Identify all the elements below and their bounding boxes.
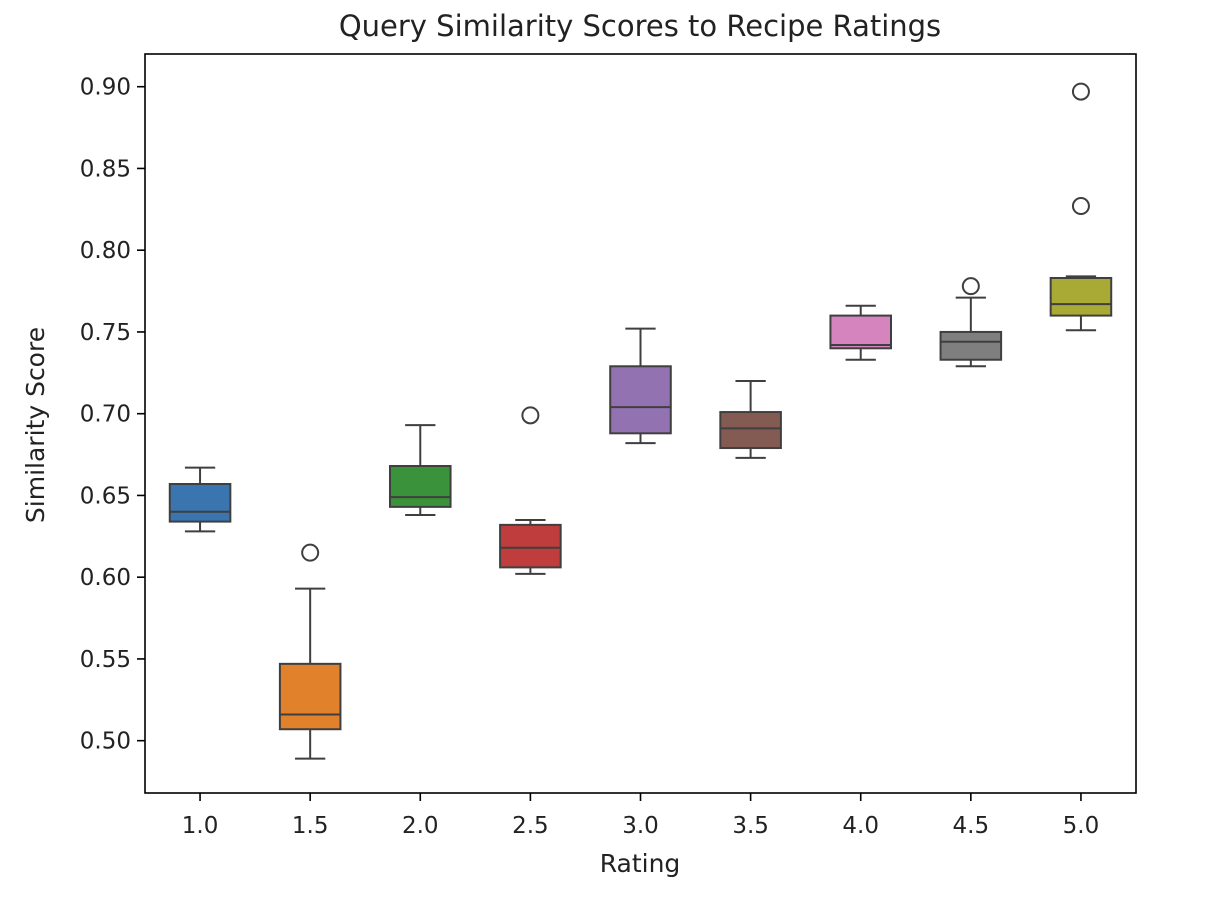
- y-tick-label: 0.85: [80, 156, 131, 182]
- x-tick-label: 1.0: [182, 813, 219, 839]
- outlier-point: [521, 406, 540, 425]
- y-tick-label: 0.80: [80, 238, 131, 264]
- plot-marks: [168, 82, 1113, 760]
- box-iqr: [168, 482, 232, 523]
- y-axis-label: Similarity Score: [21, 327, 50, 523]
- box-group-4-5: [939, 277, 1003, 368]
- x-tick-label: 2.5: [512, 813, 549, 839]
- x-axis-label: Rating: [600, 849, 681, 878]
- y-tick-label: 0.75: [80, 320, 131, 346]
- x-tick-label: 3.0: [622, 813, 659, 839]
- box-group-1-0: [168, 466, 232, 533]
- axes: 0.50 0.55 0.60 0.65 0.70 0.75 0.80 0.85 0.90 1.0 1…: [80, 53, 1137, 839]
- box-iqr: [829, 314, 893, 350]
- y-tick-label: 0.70: [80, 402, 131, 428]
- x-tick-label: 1.5: [292, 813, 329, 839]
- box-group-3-0: [609, 327, 672, 445]
- y-tick-label: 0.55: [80, 647, 131, 673]
- chart-title: Query Similarity Scores to Recipe Rating…: [339, 9, 941, 43]
- box-group-4-0: [829, 304, 893, 361]
- y-tick-label: 0.60: [80, 565, 131, 591]
- x-tick-label: 5.0: [1063, 813, 1100, 839]
- box-group-2-0: [388, 424, 452, 517]
- outlier-point: [961, 277, 980, 296]
- box-iqr: [609, 365, 672, 435]
- x-tick-label: 3.5: [732, 813, 769, 839]
- box-iqr: [939, 330, 1003, 361]
- box-group-5-0: [1049, 82, 1113, 332]
- outlier-point: [1071, 197, 1090, 216]
- x-tick-label: 2.0: [402, 813, 439, 839]
- box-iqr: [388, 465, 452, 508]
- box-group-1-5: [278, 543, 342, 760]
- y-tick-label: 0.50: [80, 729, 131, 755]
- y-tick-label: 0.65: [80, 483, 131, 509]
- box-group-3-5: [719, 379, 782, 459]
- outlier-point: [1071, 82, 1090, 101]
- box-group-2-5: [499, 406, 562, 575]
- x-tick-label: 4.5: [953, 813, 990, 839]
- box-iqr: [278, 662, 342, 731]
- y-tick-label: 0.90: [80, 75, 131, 101]
- box-iqr: [719, 411, 782, 450]
- x-tick-label: 4.0: [842, 813, 879, 839]
- box-iqr: [499, 523, 562, 569]
- outlier-point: [301, 543, 320, 562]
- box-iqr: [1049, 276, 1113, 317]
